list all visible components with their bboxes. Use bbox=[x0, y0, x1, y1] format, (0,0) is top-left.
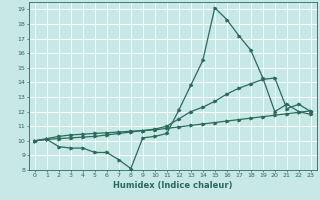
X-axis label: Humidex (Indice chaleur): Humidex (Indice chaleur) bbox=[113, 181, 233, 190]
